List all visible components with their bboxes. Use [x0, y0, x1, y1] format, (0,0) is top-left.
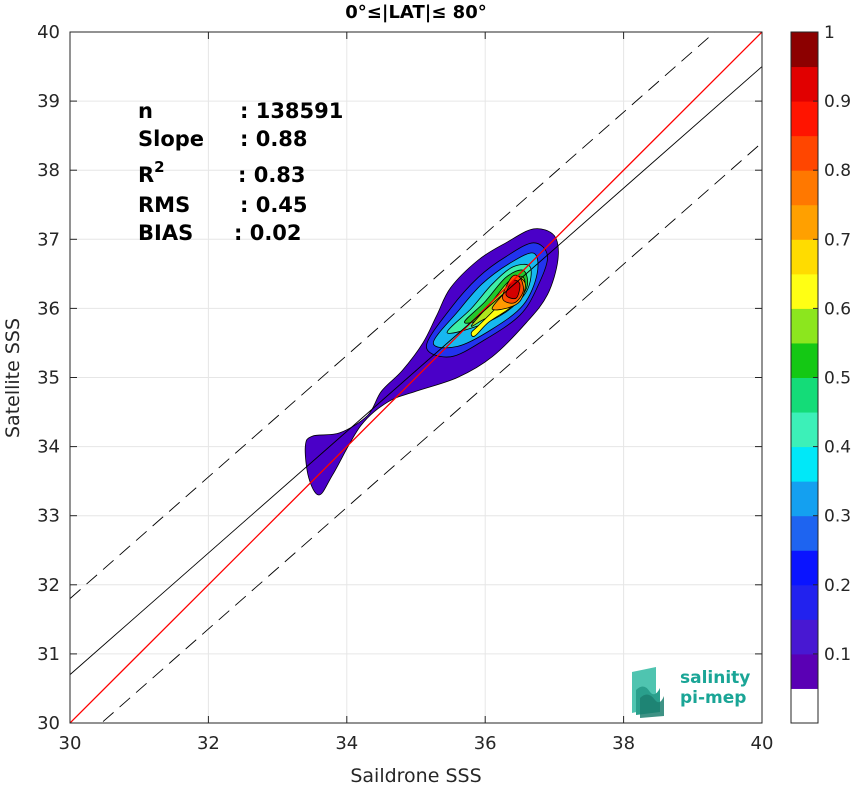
colorbar-band	[791, 584, 818, 620]
x-tick-label: 34	[335, 733, 358, 754]
x-tick-label: 40	[751, 733, 774, 754]
y-axis-label: Satellite SSS	[2, 318, 24, 438]
colorbar-band	[791, 619, 818, 655]
colorbar-tick-label: 0.8	[824, 161, 851, 181]
colorbar: 0.1 0.2 0.3 0.4 0.5 0.6 0.7 0.8 0.9 1	[790, 23, 851, 724]
stat-key: Slope	[138, 127, 204, 151]
colorbar-band	[791, 377, 818, 413]
colorbar-tick-label: 0.9	[824, 92, 851, 112]
colorbar-band	[791, 308, 818, 344]
colorbar-band	[791, 204, 818, 240]
colorbar-band	[791, 135, 818, 171]
colorbar-band	[791, 412, 818, 448]
colorbar-band	[791, 32, 818, 68]
colorbar-band	[791, 515, 818, 551]
colorbar-tick-label: 0.7	[824, 230, 851, 250]
colorbar-band	[791, 101, 818, 137]
logo-text-line1: salinity	[680, 668, 750, 688]
y-tick-label: 35	[37, 368, 60, 389]
stat-superscript: 2	[154, 158, 164, 176]
stat-key: BIAS	[138, 221, 193, 245]
colorbar-tick-label: 1	[824, 23, 835, 43]
colorbar-band	[791, 66, 818, 102]
colorbar-tick-label: 0.2	[824, 576, 851, 596]
colorbar-band	[791, 239, 818, 275]
y-tick-label: 38	[37, 160, 60, 181]
stat-key: n	[138, 99, 153, 123]
logo: salinity pi-mep	[632, 667, 750, 718]
y-tick-label: 31	[37, 644, 60, 665]
colorbar-band	[791, 688, 818, 724]
y-tick-label: 33	[37, 506, 60, 527]
colorbar-tick-label: 0.3	[824, 507, 851, 527]
colorbar-band	[791, 170, 818, 206]
axis-ticks: 30 32 34 36 38 40 30 31 32 33 34 35 36 37 38 39 40	[37, 22, 773, 754]
colorbar-band	[791, 653, 818, 689]
logo-text-line2: pi-mep	[680, 688, 746, 708]
colorbar-band	[791, 273, 818, 309]
identity-line	[70, 32, 762, 723]
stat-value: : 0.88	[240, 127, 308, 151]
x-tick-label: 38	[612, 733, 635, 754]
y-tick-label: 37	[37, 229, 60, 250]
x-axis-label: Saildrone SSS	[350, 765, 481, 786]
x-tick-label: 30	[59, 733, 82, 754]
colorbar-tick-label: 0.5	[824, 369, 851, 389]
stat-value: : 0.83	[238, 163, 306, 187]
colorbar-tick-label: 0.6	[824, 299, 851, 319]
colorbar-band	[791, 342, 818, 378]
y-tick-label: 30	[37, 713, 60, 734]
stat-key: RMS	[138, 193, 190, 217]
x-tick-label: 36	[474, 733, 497, 754]
x-tick-label: 32	[197, 733, 220, 754]
y-tick-label: 32	[37, 575, 60, 596]
y-tick-label: 40	[37, 22, 60, 43]
colorbar-band	[791, 550, 818, 586]
regression-line	[70, 66, 762, 675]
salinity-logo-icon	[632, 667, 664, 718]
colorbar-tick-label: 0.4	[824, 438, 851, 458]
grid	[69, 31, 763, 724]
stat-value: : 138591	[240, 99, 343, 123]
y-tick-label: 39	[37, 91, 60, 112]
y-tick-label: 36	[37, 298, 60, 319]
stat-value: : 0.02	[234, 221, 302, 245]
reference-lines	[70, 32, 762, 723]
y-tick-label: 34	[37, 437, 60, 458]
stat-value: : 0.45	[240, 193, 308, 217]
chart-title: 0°≤|LAT|≤ 80°	[345, 2, 486, 23]
colorbar-band	[791, 446, 818, 482]
colorbar-tick-label: 0.1	[824, 645, 851, 665]
colorbar-band	[791, 481, 818, 517]
